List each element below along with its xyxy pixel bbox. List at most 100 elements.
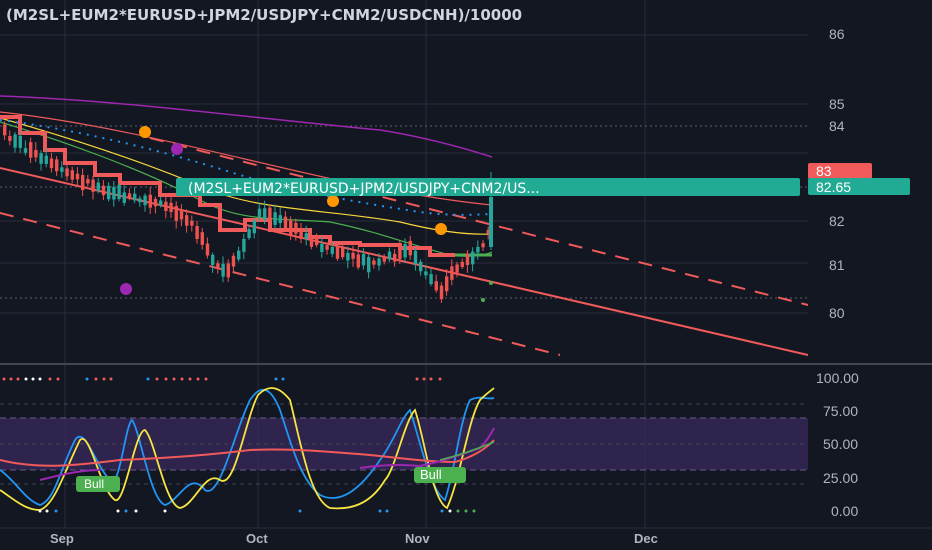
candle-body: [283, 216, 288, 230]
candle-body: [143, 195, 147, 206]
supertrend-line: [0, 115, 455, 257]
candle-body: [29, 142, 33, 158]
candle-body: [179, 210, 184, 220]
osc-red-line: [0, 439, 495, 467]
candle-body: [278, 215, 282, 224]
candle-body: [81, 174, 85, 191]
candle-body: [49, 158, 54, 169]
candle-body: [289, 220, 293, 236]
candle-body: [23, 148, 28, 153]
candle-body: [419, 261, 423, 272]
osc-tick: 100.00: [816, 370, 859, 386]
candle-body: [263, 208, 267, 220]
candle-body: [107, 185, 111, 200]
time-label-sep: Sep: [50, 531, 74, 546]
time-axis: Sep Oct Nov Dec: [50, 531, 658, 546]
candle-body: [18, 135, 22, 148]
osc-tick: 50.00: [823, 436, 858, 452]
candle-body: [455, 264, 459, 273]
candle-body: [96, 182, 100, 191]
candle-body: [164, 201, 168, 212]
candle-body: [127, 193, 132, 198]
osc-yellow-line: [0, 387, 495, 511]
candle-body: [309, 237, 314, 247]
orange-marker: [327, 195, 339, 207]
candle-body: [346, 252, 350, 261]
price-tick: 82: [829, 213, 845, 229]
candle-body: [460, 261, 464, 267]
candle-body: [330, 246, 334, 254]
candle-body: [268, 207, 272, 222]
bull-label: Bull: [420, 467, 442, 482]
candle-body: [34, 149, 38, 158]
osc-tick: 25.00: [823, 470, 858, 486]
candle-body: [44, 155, 48, 164]
candle-body: [231, 255, 236, 267]
price-axis: 86 85 84 82 81 80: [829, 26, 845, 321]
last-price-label-box: [176, 178, 800, 196]
green-dot: [489, 281, 493, 285]
purple-marker: [171, 143, 183, 155]
candle-body: [148, 194, 152, 208]
candle-body: [387, 251, 392, 260]
osc-tick: 0.00: [831, 503, 858, 519]
candle-body: [445, 276, 449, 292]
candle-body: [273, 212, 277, 225]
candle-body: [112, 187, 116, 200]
price-tick: 84: [829, 118, 845, 134]
candle-body: [8, 135, 12, 141]
candle-body: [138, 198, 142, 203]
bull-label-box: [414, 467, 466, 483]
candle-body: [377, 258, 381, 266]
bull-label-box: [76, 476, 120, 492]
time-label-oct: Oct: [246, 531, 268, 546]
time-label-dec: Dec: [634, 531, 658, 546]
candle-body: [185, 215, 189, 226]
last-price-series-label: (M2SL+EUM2*EURUSD+JPM2/USDJPY+CNM2/US...: [188, 181, 540, 197]
candle-body: [195, 225, 199, 239]
osc-bottom-dots: [38, 509, 476, 513]
candle-body: [413, 250, 418, 265]
candle-body: [481, 243, 485, 248]
candle-body: [60, 167, 64, 172]
candle-body: [335, 246, 340, 259]
candle-body: [190, 220, 194, 226]
last-price-badge: [808, 178, 910, 195]
candle-body: [39, 153, 43, 164]
candle-body: [304, 233, 308, 239]
candle-body: [471, 251, 475, 265]
candle-body: [75, 173, 80, 180]
osc-top-dots: [2, 377, 442, 381]
candle-body: [372, 260, 376, 265]
candle-body: [382, 256, 386, 262]
candle-body: [450, 266, 454, 280]
price-markers: [120, 126, 493, 302]
candle-body: [122, 192, 126, 203]
candle-body: [101, 185, 106, 196]
symbol-title[interactable]: (M2SL+EUM2*EURUSD+JPM2/USDJPY+CNM2/USDCN…: [6, 6, 523, 24]
candle-body: [356, 254, 360, 268]
candle-body: [200, 232, 204, 245]
candle-body: [351, 252, 355, 259]
candle-body: [133, 193, 137, 201]
orange-marker: [435, 223, 447, 235]
candle-body: [398, 247, 402, 260]
candle-body: [252, 220, 256, 234]
candle-body: [13, 134, 17, 148]
osc-green-line: [439, 441, 495, 461]
price-tick: 81: [829, 257, 845, 273]
candle-body: [257, 208, 262, 217]
candle-body: [393, 253, 397, 262]
candle-body: [211, 254, 215, 266]
price-tick: 80: [829, 305, 845, 321]
candle-body: [216, 263, 220, 268]
candle-body: [367, 256, 371, 273]
candle-body: [169, 202, 173, 212]
candle-body: [247, 229, 251, 238]
candle-body: [315, 236, 319, 246]
candle-body: [117, 185, 121, 200]
price-83-badge: [808, 163, 872, 179]
candle-body: [174, 205, 178, 221]
candle-body: [439, 285, 444, 300]
